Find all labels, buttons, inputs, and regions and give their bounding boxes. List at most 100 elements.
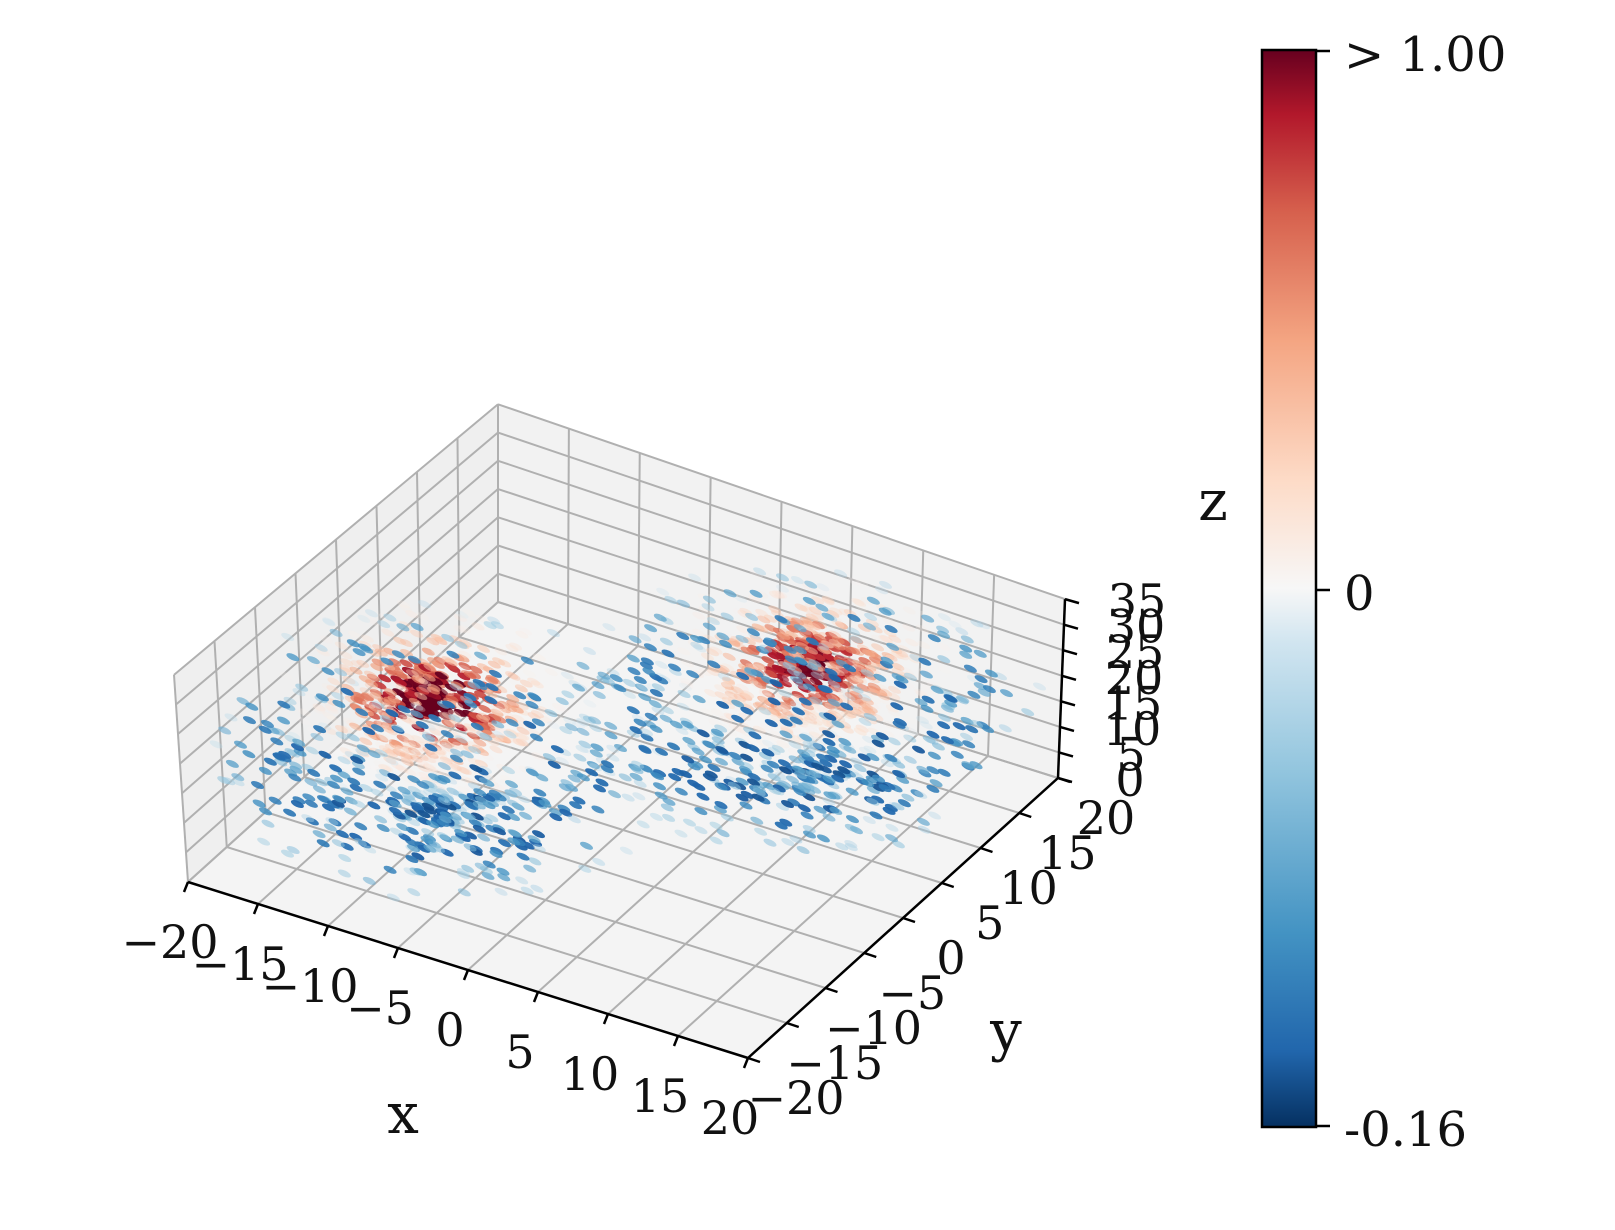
data-point	[365, 609, 378, 618]
data-point	[457, 888, 471, 897]
data-point	[1021, 708, 1035, 717]
data-point	[259, 807, 272, 816]
data-point	[750, 816, 764, 825]
data-point	[586, 760, 600, 770]
data-point	[896, 775, 910, 784]
data-point	[525, 700, 539, 709]
data-point	[771, 744, 785, 753]
data-point	[491, 720, 505, 729]
data-point	[809, 740, 822, 750]
data-point	[546, 628, 560, 638]
data-point	[509, 679, 523, 688]
data-point	[387, 695, 401, 704]
data-point	[456, 868, 470, 877]
data-point	[921, 695, 935, 704]
data-point	[937, 721, 951, 730]
x-tick	[322, 925, 330, 937]
data-point	[747, 772, 761, 781]
data-point	[789, 716, 803, 725]
data-point	[507, 837, 521, 846]
data-point	[887, 708, 901, 717]
data-point	[388, 658, 402, 667]
data-point	[811, 596, 825, 605]
data-point	[927, 634, 941, 643]
data-point	[283, 696, 297, 705]
data-point	[802, 652, 816, 661]
data-point	[322, 617, 336, 626]
data-point	[693, 644, 707, 653]
data-point	[335, 731, 349, 740]
x-tick	[182, 881, 190, 893]
data-point	[642, 667, 656, 676]
data-point	[291, 743, 304, 752]
data-point	[937, 613, 951, 622]
data-point	[919, 680, 933, 689]
data-point	[784, 668, 798, 677]
data-point	[961, 761, 975, 770]
data-point	[450, 754, 463, 763]
data-point	[449, 683, 463, 692]
data-point	[515, 701, 529, 710]
data-point	[648, 699, 662, 709]
data-point	[777, 759, 791, 768]
data-point	[352, 767, 366, 776]
grid-line	[637, 452, 641, 647]
data-point	[640, 733, 654, 742]
data-point	[853, 764, 867, 773]
data-point	[740, 646, 754, 655]
data-point	[446, 650, 460, 659]
data-point	[808, 622, 821, 631]
data-point	[416, 758, 430, 767]
data-point	[455, 737, 469, 746]
data-point	[767, 697, 781, 706]
data-point	[413, 756, 427, 766]
data-point	[926, 766, 940, 775]
data-point	[859, 746, 872, 755]
grid-line	[185, 573, 499, 854]
data-point	[479, 765, 492, 774]
data-point	[412, 791, 426, 800]
data-point	[752, 784, 766, 793]
data-point	[328, 818, 342, 827]
data-point	[463, 723, 477, 732]
data-point	[719, 715, 733, 724]
data-point	[515, 752, 528, 761]
data-point	[436, 818, 450, 827]
grid-line	[416, 471, 422, 673]
grid-line	[707, 477, 712, 669]
data-point	[423, 844, 437, 853]
data-point	[559, 726, 573, 735]
data-point	[444, 661, 458, 670]
data-point	[815, 603, 829, 612]
data-point	[768, 772, 782, 782]
data-point	[768, 786, 782, 795]
data-point	[696, 792, 710, 801]
data-point	[472, 678, 486, 688]
data-point	[403, 782, 417, 791]
data-point	[869, 811, 883, 820]
data-point	[595, 778, 609, 787]
data-point	[769, 590, 783, 599]
data-point	[811, 612, 825, 621]
data-point	[359, 783, 373, 793]
data-point	[974, 675, 988, 684]
data-point	[352, 648, 366, 657]
data-point	[804, 603, 818, 612]
data-point	[447, 761, 461, 770]
data-point	[638, 633, 652, 642]
data-point	[709, 836, 723, 845]
data-point	[955, 627, 969, 636]
data-point	[785, 630, 799, 639]
data-point	[313, 725, 327, 734]
data-point	[453, 613, 467, 622]
data-point	[418, 678, 432, 687]
data-point	[245, 702, 259, 711]
data-point	[755, 608, 769, 617]
data-point	[457, 672, 471, 681]
data-point	[821, 640, 835, 649]
data-point	[555, 756, 569, 765]
data-point	[293, 748, 307, 757]
data-point	[822, 730, 836, 739]
data-point	[630, 765, 644, 775]
data-point	[808, 689, 821, 699]
